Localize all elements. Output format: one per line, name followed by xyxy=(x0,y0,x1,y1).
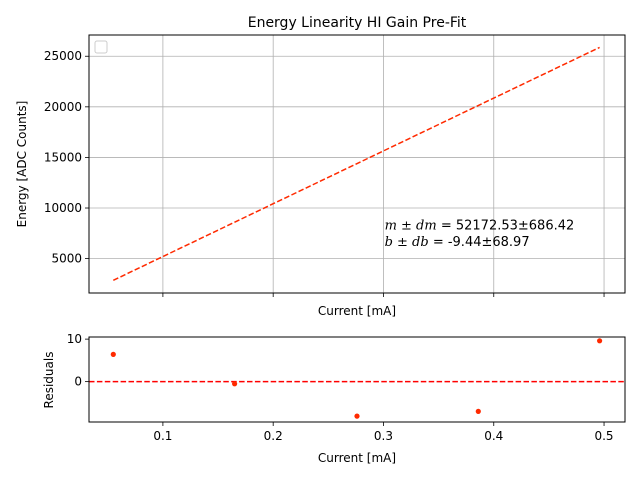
top-plot-frame xyxy=(88,34,626,294)
residuals-plot-frame xyxy=(88,336,626,423)
residuals-x-axis-label: Current [mA] xyxy=(318,451,396,465)
top-grid xyxy=(89,35,625,293)
top-y-axis-label: Energy [ADC Counts] xyxy=(15,101,29,228)
residual-point xyxy=(110,351,116,357)
top-annotations: m ± dm = 52172.53±686.42 b ± db = -9.44±6… xyxy=(385,218,575,250)
residuals-series xyxy=(110,338,603,419)
top-plot: Energy Linearity HI Gain Pre-Fit 5000 100… xyxy=(15,15,626,318)
residuals-x-tick-label: 0.5 xyxy=(594,429,613,443)
residuals-y-axis-label: Residuals xyxy=(42,352,56,409)
residuals-y-ticks: 0 10 xyxy=(67,332,89,389)
residual-point xyxy=(475,408,481,414)
residual-point xyxy=(354,413,360,419)
top-y-tick-label: 20000 xyxy=(44,100,82,114)
top-y-ticks: 5000 10000 15000 20000 25000 xyxy=(44,49,89,266)
top-y-tick-label: 5000 xyxy=(51,252,82,266)
fit-line xyxy=(112,46,600,281)
residuals-x-tick-label: 0.1 xyxy=(153,429,172,443)
residuals-y-tick-label: 0 xyxy=(74,375,82,389)
residual-point xyxy=(232,381,238,387)
top-x-ticks xyxy=(162,293,605,297)
top-x-axis-label: Current [mA] xyxy=(318,304,396,318)
residuals-x-tick-label: 0.3 xyxy=(374,429,393,443)
top-legend-box xyxy=(94,40,108,54)
top-y-tick-label: 15000 xyxy=(44,150,82,164)
residuals-y-tick-label: 10 xyxy=(67,332,82,346)
fit-annotation: b ± db = -9.44±68.97 xyxy=(385,235,530,250)
top-y-tick-label: 10000 xyxy=(44,201,82,215)
fit-annotation: m ± dm = 52172.53±686.42 xyxy=(385,218,575,233)
residuals-x-tick-label: 0.4 xyxy=(484,429,503,443)
residuals-x-tick-label: 0.2 xyxy=(264,429,283,443)
residuals-x-ticks: 0.1 0.2 0.3 0.4 0.5 xyxy=(153,422,614,443)
top-y-tick-label: 25000 xyxy=(44,49,82,63)
top-title: Energy Linearity HI Gain Pre-Fit xyxy=(248,15,467,31)
residual-point xyxy=(597,338,603,344)
residuals-plot: 0.1 0.2 0.3 0.4 0.5 0 10 Current [mA] Residua… xyxy=(42,332,626,465)
top-series xyxy=(112,46,600,281)
